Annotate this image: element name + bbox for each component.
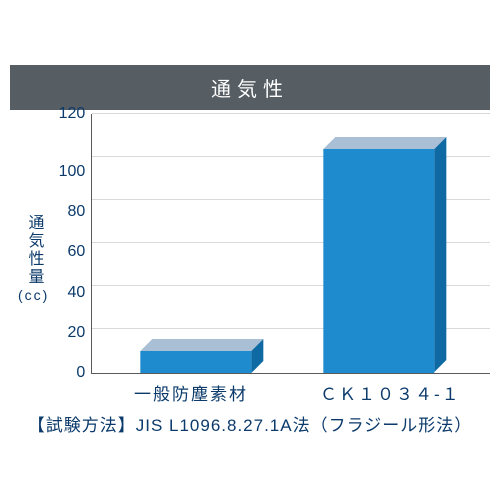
y-tick: 20 — [68, 324, 86, 342]
plot-area — [91, 114, 490, 374]
bar — [323, 149, 434, 372]
y-axis-unit: (cc) — [18, 288, 49, 303]
x-tick-label: 一般防塵素材 — [91, 374, 290, 405]
figure-title: 通気性 — [211, 79, 289, 101]
chart: 通気性量 (cc) 120100806040200 一般防塵素材ＣＫ１０３４-１ — [10, 114, 490, 405]
y-axis-label-text: 通気性量 — [25, 214, 43, 286]
grid-line — [92, 113, 490, 114]
y-tick: 40 — [68, 284, 86, 302]
x-axis: 一般防塵素材ＣＫ１０３４-１ — [91, 374, 490, 405]
caption: 【試験方法】JIS L1096.8.27.1A法（フラジール形法） — [10, 411, 490, 436]
y-tick: 100 — [59, 163, 86, 181]
figure-card: 通気性 通気性量 (cc) 120 100 80 60 40 20 0 一般防塵素材ＣＫ１０… — [0, 45, 500, 456]
figure-title-bar: 通気性 — [10, 65, 490, 110]
y-tick: 60 — [68, 243, 86, 261]
y-tick: 120 — [59, 105, 86, 123]
plot-row: 120100806040200 — [51, 114, 490, 374]
y-ticks: 120100806040200 — [51, 114, 91, 374]
y-tick: 80 — [68, 203, 86, 221]
y-tick: 0 — [76, 364, 85, 382]
x-tick-label: ＣＫ１０３４-１ — [291, 374, 490, 405]
bar — [140, 351, 251, 373]
plot-column: 120100806040200 一般防塵素材ＣＫ１０３４-１ — [51, 114, 490, 405]
y-axis-label: 通気性量 (cc) — [10, 114, 51, 405]
